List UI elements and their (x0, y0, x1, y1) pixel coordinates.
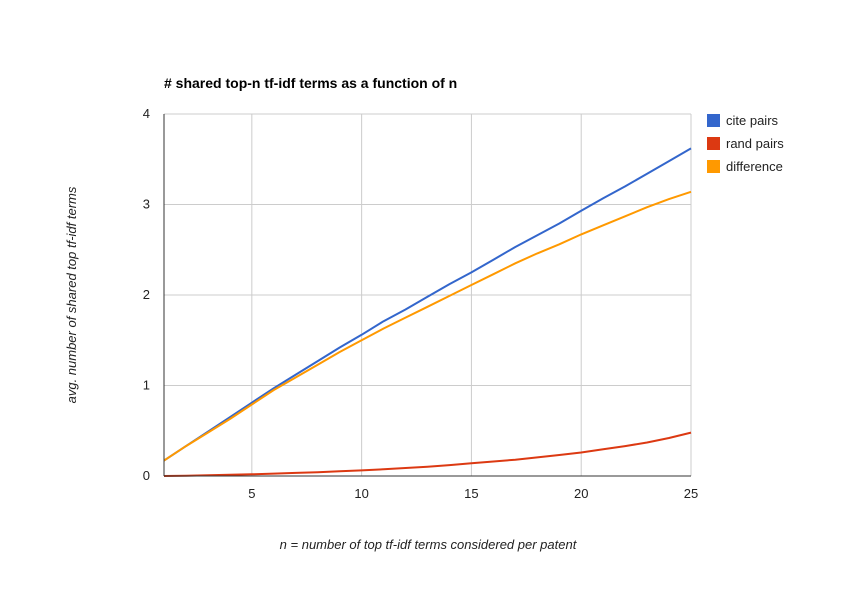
series-lines (163, 147, 692, 477)
x-tick-label: 25 (684, 486, 698, 501)
y-tick-label: 0 (143, 468, 150, 483)
y-tick-label: 2 (143, 287, 150, 302)
legend-swatch (707, 114, 720, 127)
x-axis-title: n = number of top tf-idf terms considere… (280, 537, 578, 552)
legend-label: cite pairs (726, 113, 779, 128)
y-tick-label: 1 (143, 378, 150, 393)
y-tick-label: 4 (143, 106, 150, 121)
legend: cite pairs rand pairs difference (707, 113, 784, 174)
axes (163, 114, 691, 477)
legend-label: difference (726, 159, 783, 174)
y-tick-label: 3 (143, 197, 150, 212)
x-tick-label: 10 (354, 486, 368, 501)
y-axis-title: avg. number of shared top tf-idf terms (64, 186, 79, 403)
legend-label: rand pairs (726, 136, 784, 151)
legend-swatch (707, 160, 720, 173)
series-line-cite-pairs (163, 147, 692, 462)
chart-title: # shared top-n tf-idf terms as a functio… (164, 75, 457, 91)
series-line-difference (163, 190, 692, 462)
x-tick-label: 5 (248, 486, 255, 501)
x-tick-label: 15 (464, 486, 478, 501)
tick-labels: 0 1 2 3 4 5 10 15 20 25 (143, 106, 698, 501)
gridlines (164, 113, 692, 476)
series-line-rand-pairs (163, 431, 692, 477)
legend-swatch (707, 137, 720, 150)
x-tick-label: 20 (574, 486, 588, 501)
